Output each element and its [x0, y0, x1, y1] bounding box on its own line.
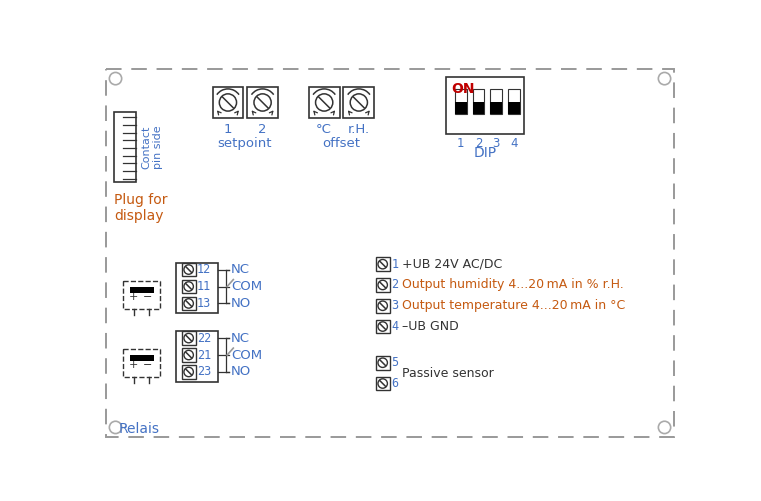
Text: 2: 2: [475, 137, 482, 150]
FancyBboxPatch shape: [247, 87, 278, 118]
Text: 5: 5: [391, 356, 398, 369]
Text: r.H.: r.H.: [348, 123, 370, 136]
FancyBboxPatch shape: [376, 356, 390, 370]
Text: NC: NC: [231, 263, 250, 276]
FancyBboxPatch shape: [473, 102, 484, 114]
Text: setpoint: setpoint: [218, 137, 272, 150]
Text: DIP: DIP: [473, 146, 497, 160]
FancyBboxPatch shape: [114, 113, 135, 182]
FancyBboxPatch shape: [508, 89, 520, 114]
FancyBboxPatch shape: [491, 102, 502, 114]
Text: 2: 2: [258, 123, 267, 136]
FancyBboxPatch shape: [376, 257, 390, 271]
FancyBboxPatch shape: [182, 365, 196, 379]
FancyBboxPatch shape: [182, 263, 196, 277]
Text: Passive sensor: Passive sensor: [402, 367, 494, 380]
Text: offset: offset: [322, 137, 360, 150]
Text: NO: NO: [231, 297, 251, 310]
FancyBboxPatch shape: [123, 281, 160, 309]
Text: Relais: Relais: [119, 422, 160, 436]
Text: 22: 22: [197, 332, 212, 345]
FancyBboxPatch shape: [446, 77, 524, 134]
Text: 23: 23: [197, 365, 212, 378]
FancyBboxPatch shape: [455, 89, 466, 114]
Text: 1: 1: [224, 123, 232, 136]
FancyBboxPatch shape: [455, 102, 466, 114]
FancyBboxPatch shape: [309, 87, 339, 118]
FancyBboxPatch shape: [376, 299, 390, 313]
FancyBboxPatch shape: [473, 89, 484, 114]
FancyBboxPatch shape: [123, 349, 160, 377]
FancyBboxPatch shape: [376, 278, 390, 292]
Text: Output humidity 4...20 mA in % r.H.: Output humidity 4...20 mA in % r.H.: [402, 279, 624, 292]
Text: −: −: [142, 360, 152, 370]
Text: 1: 1: [391, 258, 398, 271]
FancyBboxPatch shape: [182, 331, 196, 345]
Text: 4: 4: [510, 137, 517, 150]
FancyBboxPatch shape: [182, 280, 196, 294]
FancyBboxPatch shape: [129, 355, 154, 361]
FancyBboxPatch shape: [343, 87, 374, 118]
FancyBboxPatch shape: [129, 287, 154, 293]
FancyBboxPatch shape: [212, 87, 244, 118]
FancyBboxPatch shape: [508, 102, 520, 114]
Text: 4: 4: [391, 320, 398, 333]
Text: NO: NO: [231, 365, 251, 378]
FancyBboxPatch shape: [182, 297, 196, 311]
Text: 11: 11: [197, 280, 212, 293]
Text: °C: °C: [317, 123, 332, 136]
FancyBboxPatch shape: [177, 263, 218, 314]
FancyBboxPatch shape: [376, 320, 390, 334]
Text: ON: ON: [451, 83, 475, 97]
Text: 2: 2: [391, 279, 398, 292]
Text: 13: 13: [197, 297, 212, 310]
Text: −: −: [142, 292, 152, 302]
Text: +: +: [129, 360, 139, 370]
Text: Output temperature 4...20 mA in °C: Output temperature 4...20 mA in °C: [402, 299, 626, 312]
Text: 6: 6: [391, 377, 398, 390]
Text: +UB 24V AC/DC: +UB 24V AC/DC: [402, 258, 502, 271]
Text: NC: NC: [231, 332, 250, 345]
FancyBboxPatch shape: [491, 89, 502, 114]
Text: Plug for
display: Plug for display: [114, 192, 167, 223]
Text: 21: 21: [197, 349, 212, 362]
FancyBboxPatch shape: [182, 348, 196, 362]
Text: 1: 1: [457, 137, 465, 150]
Text: –UB GND: –UB GND: [402, 320, 459, 333]
Text: Contact
pin side: Contact pin side: [142, 125, 164, 169]
Text: 12: 12: [197, 263, 212, 276]
Text: 3: 3: [391, 299, 398, 312]
Text: COM: COM: [231, 349, 262, 362]
FancyBboxPatch shape: [177, 331, 218, 382]
Text: 3: 3: [492, 137, 500, 150]
Text: COM: COM: [231, 280, 262, 293]
Text: +: +: [129, 292, 139, 302]
FancyBboxPatch shape: [376, 377, 390, 390]
